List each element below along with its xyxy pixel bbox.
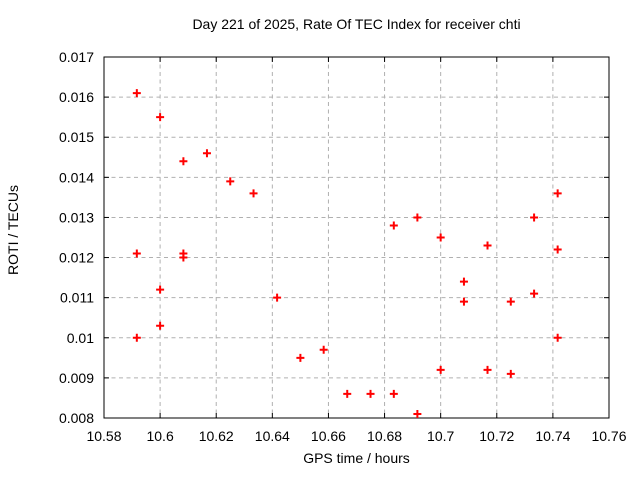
data-point — [249, 189, 258, 198]
y-tick-label: 0.016 — [59, 89, 94, 105]
y-tick-label: 0.014 — [59, 169, 94, 185]
data-point — [179, 157, 188, 166]
x-tick-label: 10.58 — [86, 428, 121, 444]
x-tick-label: 10.6 — [146, 428, 173, 444]
data-point — [226, 177, 235, 186]
y-tick-label: 0.01 — [67, 330, 94, 346]
data-point — [413, 213, 422, 222]
data-point — [459, 277, 468, 286]
data-point — [553, 333, 562, 342]
data-point — [483, 241, 492, 250]
x-tick-label: 10.66 — [311, 428, 346, 444]
plot-border — [103, 56, 610, 419]
x-tick-label: 10.7 — [427, 428, 454, 444]
y-tick-label: 0.013 — [59, 209, 94, 225]
data-point — [319, 345, 328, 354]
data-point — [483, 365, 492, 374]
y-tick-label: 0.011 — [60, 290, 94, 306]
x-axis-title: GPS time / hours — [303, 450, 410, 466]
x-tick-label: 10.72 — [479, 428, 514, 444]
y-tick-label: 0.009 — [59, 370, 94, 386]
data-point — [366, 389, 375, 398]
x-tick-label: 10.74 — [535, 428, 570, 444]
data-point — [156, 321, 165, 330]
data-point — [530, 213, 539, 222]
data-point — [553, 245, 562, 254]
chart-title: Day 221 of 2025, Rate Of TEC Index for r… — [192, 16, 521, 32]
y-tick-label: 0.015 — [59, 129, 94, 145]
data-point — [273, 293, 282, 302]
x-tick-label: 10.76 — [591, 428, 626, 444]
data-point — [156, 285, 165, 294]
x-tick-label: 10.62 — [199, 428, 234, 444]
data-point — [436, 365, 445, 374]
data-point — [156, 113, 165, 122]
data-point — [530, 289, 539, 298]
data-point — [553, 189, 562, 198]
x-tick-label: 10.68 — [367, 428, 402, 444]
data-point — [389, 221, 398, 230]
data-point — [389, 389, 398, 398]
data-point — [506, 297, 515, 306]
y-tick-label: 0.012 — [59, 250, 94, 266]
data-point — [132, 89, 141, 98]
data-point — [296, 353, 305, 362]
data-point — [132, 249, 141, 258]
data-point — [343, 389, 352, 398]
y-tick-label: 0.017 — [59, 49, 94, 65]
data-point — [132, 333, 141, 342]
y-tick-label: 0.008 — [59, 410, 94, 426]
data-point — [179, 253, 188, 262]
data-point — [413, 409, 422, 418]
data-point — [436, 233, 445, 242]
data-point — [506, 369, 515, 378]
data-point — [202, 149, 211, 158]
x-tick-label: 10.64 — [255, 428, 290, 444]
data-point — [459, 297, 468, 306]
